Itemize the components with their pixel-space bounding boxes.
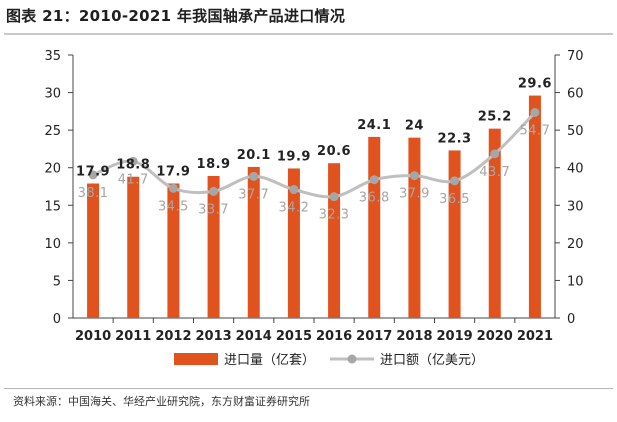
x-tick-label: 2018: [396, 329, 432, 344]
y-left-tick-label: 25: [44, 124, 61, 139]
line-value-label: 36.5: [439, 192, 470, 207]
line-value-label: 43.7: [479, 165, 510, 180]
bar: [247, 166, 260, 318]
x-tick-label: 2013: [195, 329, 231, 344]
line-point: [490, 149, 500, 159]
x-tick-label: 2021: [517, 329, 553, 344]
y-left-tick-label: 15: [44, 199, 61, 214]
y-right-tick-label: 60: [567, 87, 584, 102]
bar-value-label: 19.9: [277, 149, 311, 164]
bar: [87, 183, 100, 318]
title-divider: [4, 33, 613, 35]
line-value-label: 37.9: [399, 187, 430, 202]
line-value-label: 32.3: [319, 208, 350, 223]
source-note: 资料来源：中国海关、华经产业研究院，东方财富证券研究所: [13, 395, 310, 408]
line-point: [128, 156, 138, 166]
y-right-tick-label: 50: [567, 124, 584, 139]
line-value-label: 38.1: [78, 186, 109, 201]
line-point: [249, 171, 259, 181]
x-tick-label: 2014: [236, 329, 272, 344]
y-left-tick-label: 0: [53, 312, 61, 327]
line-point: [168, 183, 178, 193]
y-right-tick-label: 10: [567, 274, 584, 289]
x-tick-label: 2019: [436, 329, 472, 344]
x-tick-label: 2016: [316, 329, 352, 344]
line-point: [329, 192, 339, 202]
bar: [408, 137, 421, 318]
y-left-tick-label: 30: [44, 87, 61, 102]
x-tick-label: 2011: [115, 329, 151, 344]
x-tick-label: 2010: [75, 329, 111, 344]
bar-value-label: 17.9: [76, 164, 110, 179]
bar-value-label: 22.3: [438, 131, 472, 146]
line-point: [450, 176, 460, 186]
line-value-label: 36.8: [359, 191, 390, 206]
line-value-label: 54.7: [519, 123, 550, 138]
bar: [167, 183, 180, 318]
bar: [488, 128, 501, 318]
line-point: [289, 185, 299, 195]
bar-value-label: 20.1: [237, 148, 271, 163]
y-left-tick-label: 5: [53, 274, 61, 289]
x-tick-label: 2012: [155, 329, 191, 344]
line-value-label: 34.2: [278, 201, 309, 216]
bar: [368, 136, 381, 318]
bar-value-label: 18.9: [197, 157, 231, 172]
y-right-tick-label: 30: [567, 199, 584, 214]
bar: [287, 168, 300, 318]
legend-label-line: 进口额（亿美元）: [380, 353, 484, 368]
y-left-tick-label: 10: [44, 237, 61, 252]
y-left-tick-label: 20: [44, 162, 61, 177]
footer-divider: [4, 388, 613, 389]
bar-value-label: 17.9: [156, 164, 190, 179]
bar: [328, 163, 341, 318]
y-right-tick-label: 70: [567, 49, 584, 64]
y-left-tick-label: 35: [44, 49, 61, 64]
bar-value-label: 24: [405, 119, 424, 134]
line-point: [409, 171, 419, 181]
y-right-tick-label: 0: [567, 312, 575, 327]
line-value-label: 41.7: [118, 172, 149, 187]
bar-value-label: 24.1: [357, 118, 391, 133]
x-tick-label: 2020: [477, 329, 513, 344]
x-tick-label: 2015: [276, 329, 312, 344]
series-line-import-value: [92, 111, 536, 199]
bar-value-label: 29.6: [518, 77, 552, 92]
y-right-tick-label: 20: [567, 237, 584, 252]
chart: 0 5 10 15 20 25 30 35 0 10 20 30 40 50 60 70 2010 2011 201…: [44, 49, 584, 368]
bar-value-label: 18.8: [116, 158, 150, 173]
legend-swatch-bar: [174, 353, 218, 365]
line-value-label: 33.7: [198, 202, 229, 217]
line-point: [369, 175, 379, 185]
x-tick-label: 2017: [356, 329, 392, 344]
line-value-label: 37.7: [238, 187, 269, 202]
bar-value-label: 25.2: [478, 110, 512, 125]
bar: [448, 150, 461, 318]
line-point: [209, 186, 219, 196]
line-point: [530, 107, 540, 117]
line-value-label: 34.5: [158, 199, 189, 214]
line-point: [88, 170, 98, 180]
bar-value-label: 20.6: [317, 144, 351, 159]
y-right-tick-label: 40: [567, 162, 584, 177]
bar: [127, 176, 140, 318]
figure-title: 图表 21：2010-2021 年我国轴承产品进口情况: [6, 7, 346, 25]
bar: [528, 95, 541, 318]
bar: [207, 175, 220, 318]
legend-swatch-marker: [347, 354, 357, 364]
legend-label-bar: 进口量（亿套）: [224, 352, 315, 368]
